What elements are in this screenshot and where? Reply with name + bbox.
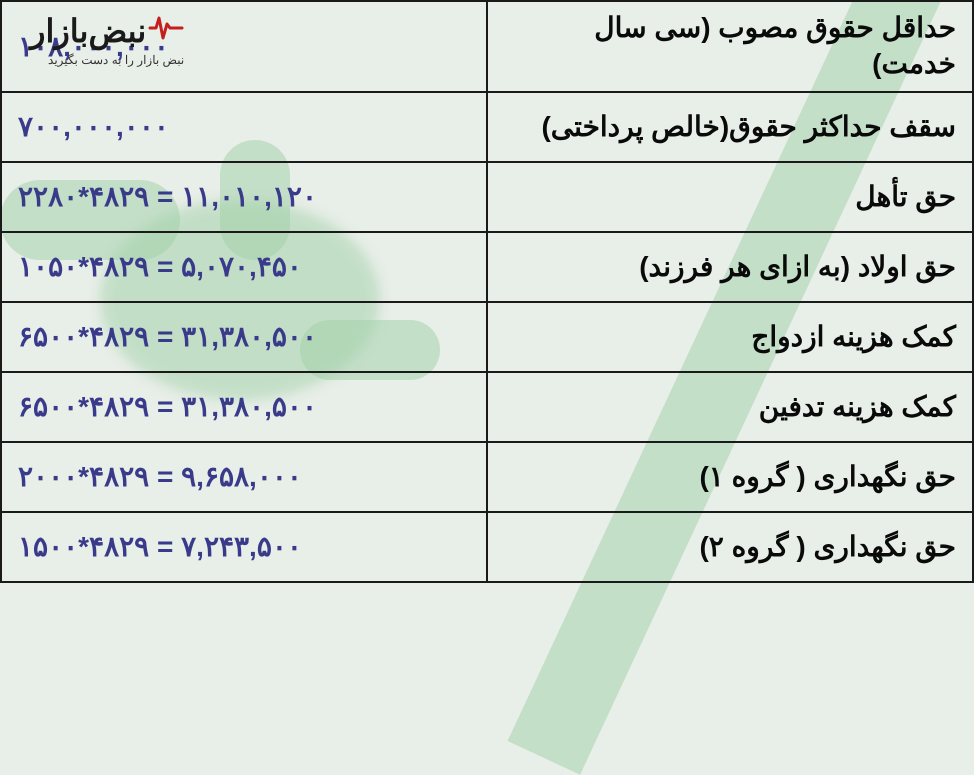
label-cell: کمک هزینه تدفین (487, 372, 973, 442)
value-cell: ۶۵۰۰*۴۸۲۹ = ۳۱,۳۸۰,۵۰۰ (1, 302, 487, 372)
logo-text: نبض‌بازار (30, 12, 146, 50)
salary-table: ۱۰۸,۰۰۰,۰۰۰حداقل حقوق مصوب (سی سال خدمت)… (0, 0, 974, 583)
value-cell: ۱۰۵۰*۴۸۲۹ = ۵,۰۷۰,۴۵۰ (1, 232, 487, 302)
value-cell: ۶۵۰۰*۴۸۲۹ = ۳۱,۳۸۰,۵۰۰ (1, 372, 487, 442)
table-row: ۲۲۸۰*۴۸۲۹ = ۱۱,۰۱۰,۱۲۰حق تأهل (1, 162, 973, 232)
value-cell: ۲۲۸۰*۴۸۲۹ = ۱۱,۰۱۰,۱۲۰ (1, 162, 487, 232)
value-cell: ۷۰۰,۰۰۰,۰۰۰ (1, 92, 487, 162)
table-row: ۲۰۰۰*۴۸۲۹ = ۹,۶۵۸,۰۰۰حق نگهداری ( گروه ۱… (1, 442, 973, 512)
table-row: ۱۵۰۰*۴۸۲۹ = ۷,۲۴۳,۵۰۰حق نگهداری ( گروه ۲… (1, 512, 973, 582)
label-cell: حداقل حقوق مصوب (سی سال خدمت) (487, 1, 973, 92)
table-row: ۶۵۰۰*۴۸۲۹ = ۳۱,۳۸۰,۵۰۰کمک هزینه تدفین (1, 372, 973, 442)
label-cell: حق نگهداری ( گروه ۲) (487, 512, 973, 582)
table-row: ۶۵۰۰*۴۸۲۹ = ۳۱,۳۸۰,۵۰۰کمک هزینه ازدواج (1, 302, 973, 372)
value-cell: ۱۵۰۰*۴۸۲۹ = ۷,۲۴۳,۵۰۰ (1, 512, 487, 582)
site-logo: نبض‌بازار نبض بازار را به دست بگیرید (30, 10, 184, 67)
pulse-icon (148, 10, 184, 51)
label-cell: سقف حداکثر حقوق(خالص پرداختی) (487, 92, 973, 162)
table-row: ۷۰۰,۰۰۰,۰۰۰سقف حداکثر حقوق(خالص پرداختی) (1, 92, 973, 162)
label-cell: کمک هزینه ازدواج (487, 302, 973, 372)
label-cell: حق نگهداری ( گروه ۱) (487, 442, 973, 512)
value-cell: ۲۰۰۰*۴۸۲۹ = ۹,۶۵۸,۰۰۰ (1, 442, 487, 512)
label-cell: حق اولاد (به ازای هر فرزند) (487, 232, 973, 302)
logo-tagline: نبض بازار را به دست بگیرید (30, 53, 184, 67)
label-cell: حق تأهل (487, 162, 973, 232)
table-row: ۱۰۵۰*۴۸۲۹ = ۵,۰۷۰,۴۵۰حق اولاد (به ازای ه… (1, 232, 973, 302)
